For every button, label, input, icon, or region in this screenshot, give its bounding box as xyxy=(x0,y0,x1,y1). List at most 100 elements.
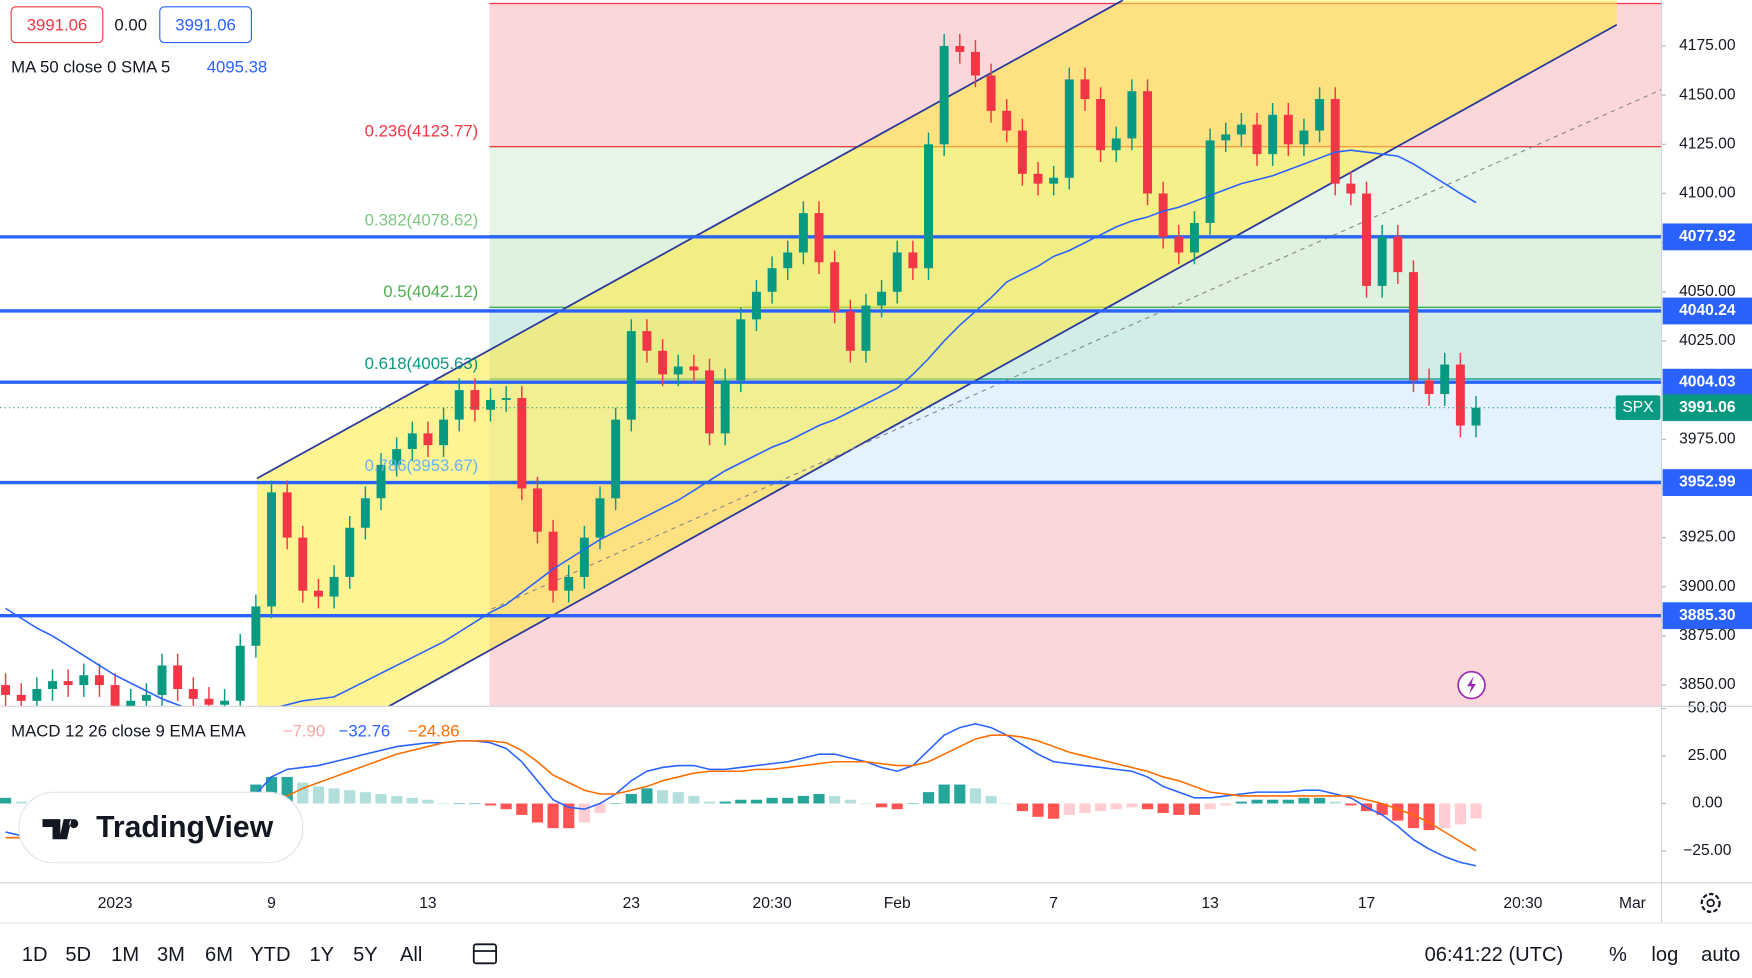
macd-histogram-bar xyxy=(1423,803,1435,831)
candle-body xyxy=(267,492,276,607)
gear[interactable] xyxy=(1700,892,1721,914)
candle-body xyxy=(63,681,73,686)
event-bolt xyxy=(1467,676,1477,695)
y-tick-label: 3900.00 xyxy=(1679,578,1736,595)
macd-histogram-bar xyxy=(328,788,340,804)
candle-body xyxy=(251,606,261,646)
candle-body xyxy=(1002,110,1012,131)
settings-icon[interactable] xyxy=(1700,892,1721,914)
scale-option[interactable]: log xyxy=(1651,944,1678,966)
macd-histogram-bar xyxy=(344,790,356,804)
price-label-box xyxy=(1662,297,1752,325)
symbol-box xyxy=(1615,395,1661,420)
channel-lower xyxy=(388,23,1618,707)
macd-y-tick-label: 25.00 xyxy=(1688,747,1727,764)
candle-body xyxy=(1455,364,1465,426)
candle-body xyxy=(1440,364,1450,395)
candle-body xyxy=(1189,222,1199,253)
macd-histogram-bar xyxy=(985,795,997,804)
price-label: 4077.92 xyxy=(1679,228,1736,245)
candle-body xyxy=(579,537,589,577)
macd-histogram-bar xyxy=(1314,797,1326,804)
macd-histogram-bar xyxy=(15,801,27,804)
ma-line xyxy=(5,149,1477,707)
y-tick-label: 4125.00 xyxy=(1679,135,1736,152)
macd-histogram-bar xyxy=(1392,803,1404,821)
calendar[interactable] xyxy=(472,943,497,965)
x-tick-label: 23 xyxy=(623,895,640,912)
range-button[interactable]: 5D xyxy=(65,944,91,966)
candle-body xyxy=(1315,99,1325,131)
last-price-label: 3991.06 xyxy=(1679,399,1736,416)
candle-body xyxy=(1471,407,1481,426)
macd-histogram-bar xyxy=(797,795,809,804)
range-button[interactable]: 3M xyxy=(157,944,185,966)
x-tick-label: 17 xyxy=(1358,895,1375,912)
candle-body xyxy=(1096,99,1106,151)
y-tick-label: 3850.00 xyxy=(1679,676,1736,693)
candle-body xyxy=(736,319,746,381)
candle-body xyxy=(1299,130,1309,145)
candle-body xyxy=(376,464,386,499)
macd-histogram-bar xyxy=(1454,803,1466,825)
price-label-box xyxy=(1662,469,1752,496)
goto-date-icon[interactable] xyxy=(472,943,497,965)
macd-histogram-bar xyxy=(688,795,700,804)
macd-histogram-bar xyxy=(703,801,716,804)
candle-body xyxy=(924,144,933,269)
candle-body xyxy=(1393,236,1403,273)
candle-body xyxy=(501,397,511,400)
macd-histogram-bar xyxy=(1251,799,1263,804)
candle-body xyxy=(1064,79,1074,178)
x-tick-label: 13 xyxy=(1201,895,1218,912)
bid-box[interactable] xyxy=(10,6,104,44)
macd-histogram-bar xyxy=(891,803,903,810)
macd-histogram-bar xyxy=(391,795,403,804)
candle-body xyxy=(751,291,761,320)
macd-histogram-bar xyxy=(1095,803,1107,812)
candle-body xyxy=(423,433,433,446)
candle-body xyxy=(235,645,245,701)
macd-histogram-bar xyxy=(1032,803,1044,817)
ask-box[interactable] xyxy=(159,6,252,44)
price-label: 3952.99 xyxy=(1679,474,1736,491)
range-button[interactable]: All xyxy=(400,944,422,966)
macd-histogram-bar xyxy=(922,792,935,804)
candle-body xyxy=(986,75,996,111)
candle-body xyxy=(360,498,370,528)
macd-histogram-bar xyxy=(1048,803,1060,819)
toolbar: 06:41:22 (UTC) 1D 5D 1M 3M 6M YTD 1Y 5Y All% log a… xyxy=(22,943,1740,966)
scale-option[interactable]: % xyxy=(1609,944,1627,966)
x-tick-label: 7 xyxy=(1049,895,1058,912)
candle-body xyxy=(1283,114,1293,145)
scale-option[interactable]: auto xyxy=(1701,944,1740,966)
candle-body xyxy=(32,689,42,701)
candle-body xyxy=(814,213,824,263)
candle-body xyxy=(486,399,495,410)
macd-histogram-bar xyxy=(1173,803,1185,815)
range-button[interactable]: 1D xyxy=(22,944,48,966)
range-button[interactable]: 1Y xyxy=(309,944,334,966)
range-button[interactable]: 5Y xyxy=(353,944,378,966)
logo-text: TradingView xyxy=(96,811,274,844)
candle-body xyxy=(298,537,308,591)
range-button[interactable]: 6M xyxy=(205,944,233,966)
candle-body xyxy=(94,675,104,686)
range-button[interactable]: 1M xyxy=(111,944,139,966)
candle-body xyxy=(673,366,683,375)
macd-histogram-bar xyxy=(1110,803,1122,810)
event-icon[interactable] xyxy=(1457,670,1486,700)
x-tick-label: 9 xyxy=(267,895,276,912)
ask-price: 3991.06 xyxy=(175,15,236,34)
candle-body xyxy=(345,527,355,577)
candle-body xyxy=(1346,183,1356,194)
candle-body xyxy=(282,492,292,538)
range-button[interactable]: YTD xyxy=(250,944,290,966)
x-tick-label: Feb xyxy=(884,895,911,912)
y-tick-label: 3925.00 xyxy=(1679,529,1736,546)
candle-body xyxy=(970,51,980,76)
candle-body xyxy=(1362,193,1371,286)
macd-hist-value: −7.90 xyxy=(283,721,325,740)
macd-histogram-bar xyxy=(938,784,950,804)
logo-badge[interactable] xyxy=(18,791,304,864)
